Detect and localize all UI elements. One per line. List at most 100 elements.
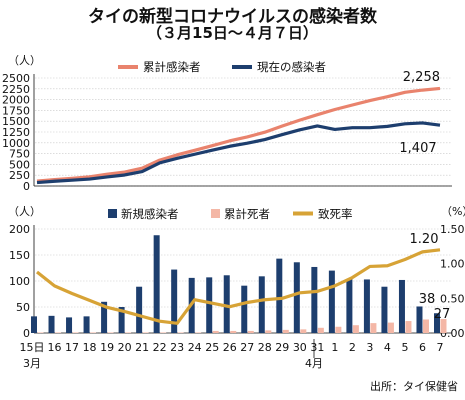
x-tick-label: 6 — [419, 341, 426, 354]
bar-new-cases — [118, 307, 125, 333]
series-line-fatality — [36, 248, 441, 325]
top-y-tick-label: 500 — [9, 158, 30, 171]
bar-deaths — [230, 330, 237, 333]
bar-new-cases — [311, 266, 318, 333]
x-tick-label: 3 — [366, 341, 373, 354]
chart-title: タイの新型コロナウイルスの感染者数 — [88, 7, 377, 27]
bar-deaths — [107, 332, 114, 333]
top-y-tick-label: 2000 — [2, 94, 30, 107]
legend-swatch-deaths — [211, 209, 220, 218]
bar-new-cases — [206, 277, 213, 333]
x-tick-label: 4 — [384, 341, 391, 354]
bar-deaths — [142, 332, 149, 333]
x-tick-label: 18 — [83, 341, 97, 354]
bar-new-cases — [434, 313, 440, 333]
x-tick-label: 23 — [170, 341, 184, 354]
legend-label-fatality: 致死率 — [318, 207, 353, 221]
series-line-cumulative — [36, 86, 441, 183]
bar-new-cases — [83, 316, 90, 333]
bar-deaths — [90, 332, 97, 333]
x-tick-label: 21 — [135, 341, 149, 354]
bottom-y-tick-label: 0 — [23, 327, 30, 340]
bar-deaths — [422, 319, 429, 333]
legend-label-deaths: 累計死者 — [224, 207, 270, 221]
legend-label-current: 現在の感染者 — [257, 60, 326, 74]
bar-deaths — [247, 330, 254, 333]
top-y-tick-label: 250 — [9, 169, 30, 182]
top-y-tick-label: 1250 — [2, 126, 30, 139]
x-tick-label: 20 — [118, 341, 132, 354]
bar-new-cases — [276, 258, 283, 333]
source-label: 出所：タイ保健省 — [370, 379, 458, 393]
bar-deaths — [177, 332, 184, 333]
x-tick-label: 28 — [258, 341, 272, 354]
bar-new-cases — [328, 270, 335, 333]
series-line-current — [36, 121, 441, 185]
bar-deaths — [387, 322, 394, 333]
top-y-tick-label: 0 — [23, 180, 30, 193]
x-tick-label: 27 — [240, 341, 254, 354]
top-y-tick-label: 750 — [9, 148, 30, 161]
bar-new-cases — [241, 285, 248, 333]
bar-new-cases — [258, 276, 265, 333]
bar-new-cases — [101, 301, 108, 333]
x-tick-label: 30 — [293, 341, 307, 354]
month-label-march: 3月 — [23, 357, 41, 370]
top-y-tick-label: 1000 — [2, 137, 30, 150]
x-tick-label: 16 — [48, 341, 62, 354]
x-tick-label: 19 — [100, 341, 114, 354]
legend-swatch-new-cases — [108, 209, 117, 218]
end-label-cumulative: 2,258 — [403, 70, 440, 85]
bar-deaths — [317, 327, 324, 333]
bar-deaths — [212, 330, 219, 333]
chart-subtitle: （３月15日～４月７日） — [147, 24, 318, 42]
bar-deaths — [335, 326, 342, 333]
bar-new-cases — [398, 279, 405, 333]
month-label-april: 4月 — [305, 357, 323, 370]
bottom-y-tick-label: 100 — [9, 275, 30, 288]
legend-label-new-cases: 新規感染者 — [121, 207, 179, 221]
top-y-tick-label: 1500 — [2, 115, 30, 128]
bar-deaths — [440, 318, 447, 333]
x-tick-label: 29 — [275, 341, 289, 354]
annotation-deaths-last: 27 — [434, 307, 451, 322]
x-tick-label: 26 — [223, 341, 237, 354]
bar-new-cases — [346, 278, 353, 333]
bar-new-cases — [363, 279, 370, 333]
bar-deaths — [405, 321, 412, 333]
x-tick-label: 5 — [401, 341, 408, 354]
x-tick-label: 2 — [349, 341, 356, 354]
x-tick-label: 24 — [188, 341, 202, 354]
bar-deaths — [55, 332, 62, 333]
x-tick-label: 7 — [437, 341, 444, 354]
bar-new-cases — [66, 317, 73, 333]
x-tick-label: 31 — [310, 341, 324, 354]
bar-deaths — [160, 332, 167, 333]
bar-deaths — [300, 329, 307, 333]
bar-deaths — [72, 332, 79, 333]
bottom-y-tick-label: 50 — [16, 301, 30, 314]
bar-deaths — [282, 329, 289, 333]
x-tick-label: 22 — [153, 341, 167, 354]
bottom-unit-label: （人） — [8, 205, 41, 218]
top-unit-label: （人） — [8, 54, 41, 67]
bar-new-cases — [293, 262, 300, 333]
annotation-fatality-last: 1.20 — [410, 232, 439, 247]
top-y-tick-label: 2500 — [2, 72, 30, 85]
bottom-unit-label-right: （%） — [441, 205, 465, 218]
bar-new-cases — [416, 306, 423, 333]
bottom-y2-tick-label: 1.50 — [440, 223, 465, 236]
bar-new-cases — [171, 269, 178, 333]
bar-deaths — [352, 325, 359, 333]
end-label-current: 1,407 — [399, 141, 436, 156]
x-tick-label: 17 — [65, 341, 79, 354]
x-tick-label: 15日 — [20, 341, 45, 354]
bar-deaths — [125, 332, 132, 333]
x-tick-label: 1 — [331, 341, 338, 354]
bar-new-cases — [48, 315, 55, 333]
bar-new-cases — [223, 275, 230, 333]
bar-new-cases — [136, 286, 143, 333]
annotation-new-cases-last: 38 — [419, 292, 436, 307]
